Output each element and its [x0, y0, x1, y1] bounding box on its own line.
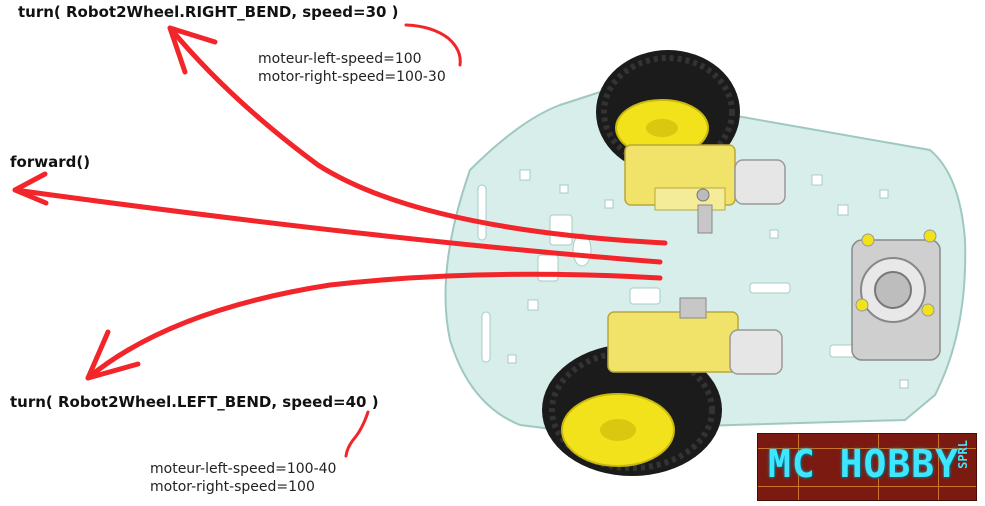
left-speed-marker [344, 410, 370, 458]
mc-hobby-logo: MC HOBBY SPRL [757, 433, 977, 501]
left-bend-arrowhead [85, 329, 141, 381]
top-motor [624, 144, 786, 234]
right-bend-arrow [167, 25, 668, 246]
forward-arrow [12, 187, 663, 265]
logo-suffix: SPRL [956, 440, 970, 469]
left-turn-code-label: turn( Robot2Wheel.LEFT_BEND, speed=40 ) [10, 393, 379, 411]
forward-arrowhead [12, 171, 49, 206]
bottom-wheel [542, 344, 722, 476]
trajectory-arrows [12, 23, 668, 458]
right-turn-left-motor-note: moteur-left-speed=100 [258, 51, 422, 67]
bottom-motor [607, 297, 783, 375]
robot-chassis [444, 50, 967, 476]
left-turn-left-motor-note: moteur-left-speed=100-40 [150, 461, 337, 477]
forward-code-label: forward() [10, 153, 91, 171]
left-bend-arrow [85, 271, 663, 381]
right-turn-right-motor-note: motor-right-speed=100-30 [258, 69, 446, 85]
right-turn-code-label: turn( Robot2Wheel.RIGHT_BEND, speed=30 ) [18, 3, 399, 21]
left-turn-right-motor-note: motor-right-speed=100 [150, 479, 315, 495]
right-bend-arrowhead [167, 25, 218, 75]
right-speed-marker [404, 23, 462, 67]
logo-text: MC HOBBY [768, 442, 960, 486]
caster-wheel [851, 229, 941, 361]
